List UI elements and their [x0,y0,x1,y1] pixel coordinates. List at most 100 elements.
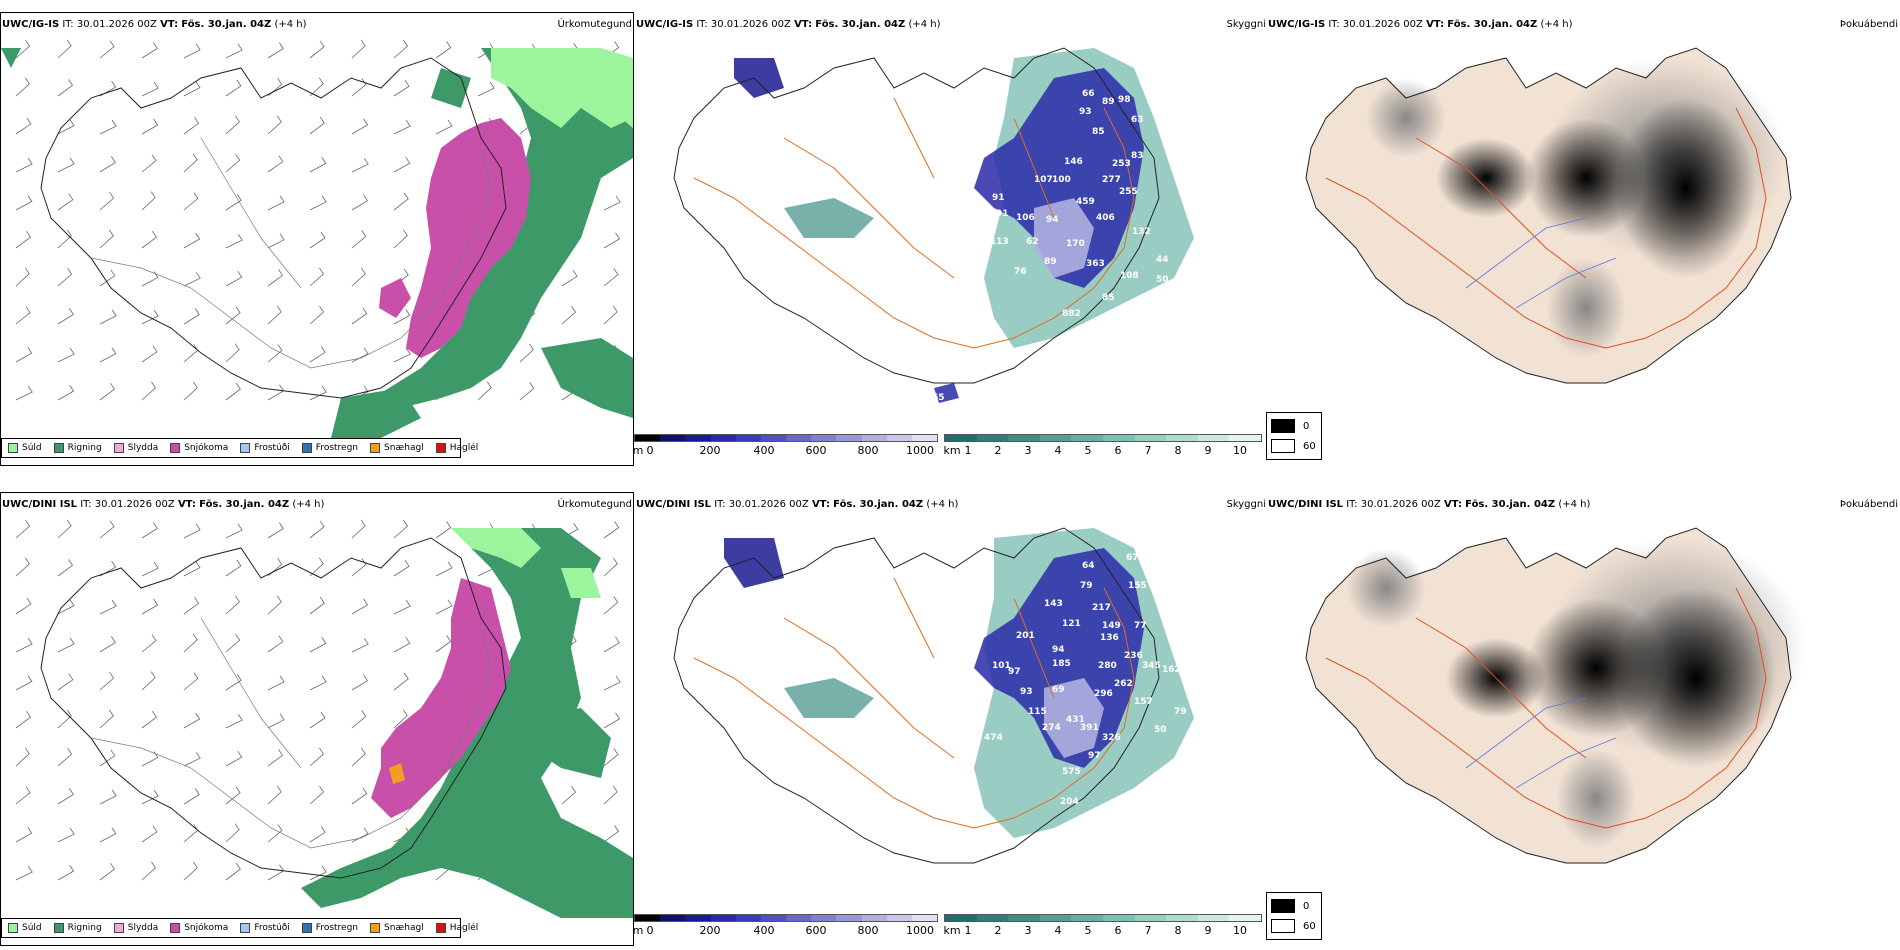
ceiling-label: 77 [1134,621,1147,631]
model-name: UWC/DINI ISL [2,499,78,510]
wind-barb [225,343,240,363]
wind-barb [267,305,282,325]
it-label: IT: [80,499,92,510]
precip-legend: Súld Rigning Slydda Snjókoma Frostúði Fr… [1,918,478,938]
vt-value: Fös. 30.jan. 04Z [815,19,906,30]
wind-barb [183,712,201,729]
ceiling-area [974,68,1144,288]
visibility-tick: 8 [1174,444,1182,457]
wind-barb [309,346,326,363]
wind-barb [351,267,366,287]
it-value: 30.01.2026 00Z [76,19,157,30]
ceiling-label: 326 [1102,733,1121,743]
fog-area [1616,98,1756,278]
visibility-tick: 10 [1233,924,1247,937]
fog-legend-row: 60 [1271,919,1316,933]
visibility-tick: 5 [1084,924,1092,937]
ceiling-label: 280 [1098,661,1117,671]
wind-barb [351,157,369,173]
legend-item: Snæhagl [370,443,424,453]
fog-map [1305,527,1806,864]
ceiling-label: 76 [1014,267,1027,277]
ceiling-label: 236 [1124,651,1143,661]
visibility-tick: 8 [1174,924,1182,937]
ceiling-label: 149 [1102,621,1121,631]
wind-barb [225,233,243,249]
legend-item: Frostregn [301,923,358,933]
ceiling-label: 97 [1008,667,1021,677]
rain-area [541,338,633,418]
wind-barb [99,671,115,691]
wind-barb [267,155,284,173]
ceiling-unit: m [634,444,644,457]
ceiling-tick: 1000 [906,924,934,937]
wind-barb [99,709,114,729]
visibility-tick: 7 [1144,444,1152,457]
wind-barb [141,671,156,691]
wind-barb [603,596,619,615]
road-network [90,617,492,849]
wind-barb [309,157,327,173]
ceiling-label: 361 [1062,333,1081,343]
ceiling-tick: 800 [857,924,879,937]
wind-barb [57,79,74,97]
wind-barb [183,672,199,691]
visibility-scale: km 1 2 3 4 5 6 7 8 9 10 [943,914,1264,944]
wind-barb [603,785,618,805]
wind-barb [603,521,620,539]
wind-barb [309,637,327,653]
vt-label: VT: [811,499,830,510]
wind-barb [309,116,325,135]
product-title: Skyggni [1226,499,1266,510]
wind-barb [57,519,72,539]
visibility-tick: 10 [1233,444,1247,457]
wind-barb [99,749,116,767]
model-name: UWC/IG-IS [2,19,60,30]
model-name: UWC/IG-IS [636,19,694,30]
ceiling-label: 296 [1094,689,1113,699]
wind-barb [351,230,367,249]
wind-barb [15,117,32,135]
drizzle-area [451,528,541,568]
ceiling-label: 102 [942,709,961,719]
fog-panel-top: UWC/IG-IS IT: 30.01.2026 00Z VT: Fös. 30… [1266,12,1900,466]
visibility-map: 66 89 98 93 63 85 83 253 146 277 255 100… [673,47,1209,403]
wind-barb [57,39,72,59]
wind-barb [393,347,411,363]
ceiling-label: 431 [1066,715,1085,725]
wind-barb [225,523,243,539]
ceiling-label: 106 [1016,213,1035,223]
wind-barb [267,233,285,249]
vt-label: VT: [1443,499,1462,510]
wind-barb [267,269,284,287]
ceiling-label: 575 [1062,767,1081,777]
wind-barb [309,711,326,729]
visibility-area [784,198,874,238]
wind-barb [57,384,75,401]
wind-barb [57,599,75,615]
visibility-tick: 4 [1054,924,1062,937]
ceiling-label: 49 [1188,165,1201,175]
wind-barb [309,675,327,691]
precip-legend: Súld Rigning Slydda Snjókoma Frostúði Fr… [1,438,478,458]
ceiling-label: 69 [1052,685,1065,695]
wind-barb [183,271,201,287]
wind-barb [519,343,534,363]
wind-barb [183,861,198,881]
vt-value: Fös. 30.jan. 04Z [1447,19,1538,30]
ceiling-label: 91 [996,209,1009,219]
visibility-panel-top: UWC/IG-IS IT: 30.01.2026 00Z VT: Fös. 30… [634,12,1266,466]
visibility-tick: 9 [1204,444,1212,457]
fog-map [1305,47,1792,384]
wind-barb [393,672,409,691]
wind-barb [267,864,285,881]
wind-barb [393,229,408,249]
wind-barb [15,267,30,287]
road-network [693,97,1135,349]
ceiling-label: 277 [1102,175,1121,185]
vt-label: VT: [1426,19,1445,30]
fog-area [1436,138,1536,218]
wind-barb [351,519,366,539]
ceiling-labels: 66 89 98 93 63 85 83 253 146 277 255 100… [932,89,1209,403]
wind-barb [225,713,243,729]
